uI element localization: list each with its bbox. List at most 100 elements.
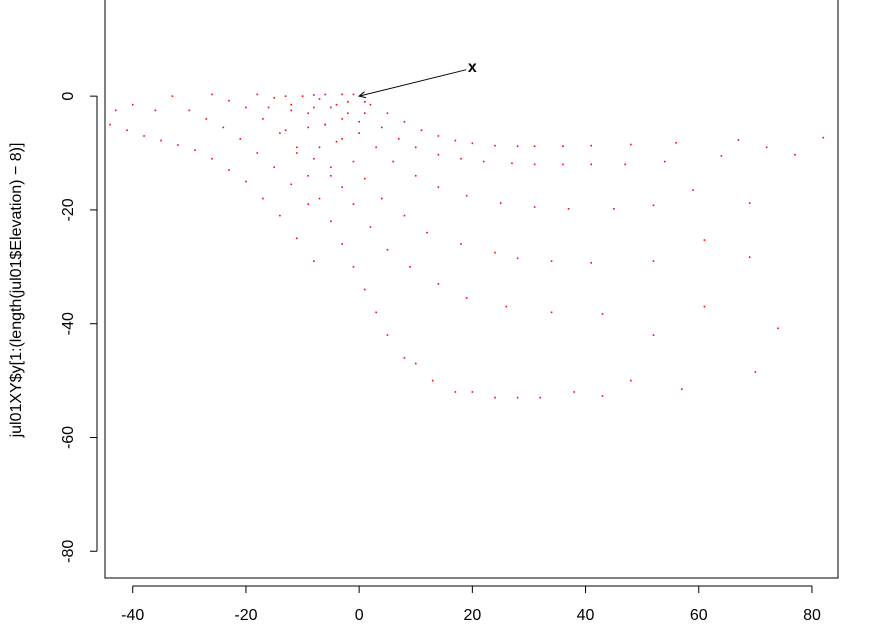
point bbox=[403, 357, 406, 359]
point bbox=[318, 98, 321, 100]
point bbox=[335, 140, 338, 143]
point bbox=[624, 163, 626, 166]
annotation-arrow bbox=[359, 69, 467, 97]
x-tick-label: 60 bbox=[690, 607, 708, 624]
point bbox=[335, 103, 338, 106]
point bbox=[347, 101, 349, 103]
point bbox=[663, 160, 666, 163]
point bbox=[414, 174, 417, 177]
point bbox=[765, 146, 768, 149]
point bbox=[318, 146, 321, 149]
point bbox=[403, 214, 406, 217]
point bbox=[482, 160, 485, 163]
point bbox=[460, 157, 462, 160]
point bbox=[471, 391, 474, 393]
point bbox=[431, 379, 434, 382]
point bbox=[352, 266, 355, 268]
point bbox=[680, 388, 683, 390]
point bbox=[284, 129, 287, 132]
point bbox=[313, 94, 315, 96]
x-tick-label: 80 bbox=[803, 607, 821, 624]
point bbox=[222, 126, 225, 129]
point bbox=[341, 93, 343, 96]
point bbox=[590, 163, 593, 166]
plot-frame bbox=[104, 0, 839, 579]
point bbox=[794, 153, 796, 156]
point bbox=[211, 93, 213, 96]
point bbox=[652, 204, 655, 207]
point bbox=[171, 95, 174, 97]
point bbox=[290, 183, 293, 186]
point bbox=[397, 138, 400, 140]
point bbox=[126, 129, 128, 132]
point bbox=[748, 202, 751, 204]
point bbox=[330, 166, 332, 169]
point bbox=[737, 139, 740, 141]
point bbox=[465, 297, 468, 299]
point bbox=[460, 243, 462, 245]
point bbox=[358, 132, 360, 134]
point bbox=[601, 313, 604, 315]
point bbox=[369, 226, 372, 228]
point bbox=[364, 288, 366, 291]
point bbox=[409, 266, 411, 268]
point bbox=[341, 186, 343, 188]
point bbox=[494, 144, 496, 147]
point bbox=[386, 248, 389, 251]
point bbox=[228, 99, 230, 102]
point bbox=[533, 145, 536, 148]
point bbox=[188, 109, 191, 112]
point bbox=[590, 262, 593, 264]
point bbox=[273, 166, 276, 169]
point bbox=[437, 283, 440, 285]
point bbox=[143, 135, 145, 137]
x-tick-label: -20 bbox=[234, 607, 257, 624]
point bbox=[539, 396, 542, 399]
y-tick-label: -60 bbox=[60, 426, 77, 449]
point bbox=[703, 305, 706, 308]
x-tick-label: 0 bbox=[355, 607, 364, 624]
point bbox=[313, 106, 315, 109]
point bbox=[290, 109, 293, 112]
point bbox=[562, 145, 564, 148]
point bbox=[307, 203, 310, 206]
point bbox=[245, 106, 247, 109]
point bbox=[403, 120, 406, 123]
point bbox=[675, 141, 677, 144]
point bbox=[567, 207, 570, 210]
point bbox=[630, 143, 632, 146]
point bbox=[307, 174, 310, 177]
x-tick-label: 20 bbox=[463, 607, 481, 624]
point bbox=[375, 146, 377, 149]
point bbox=[341, 118, 343, 120]
point bbox=[352, 203, 355, 206]
point bbox=[414, 146, 417, 149]
point bbox=[267, 106, 270, 109]
point bbox=[330, 174, 332, 177]
point bbox=[307, 126, 310, 129]
point bbox=[380, 197, 383, 200]
y-tick-label: -80 bbox=[60, 540, 77, 563]
point bbox=[437, 135, 440, 137]
point bbox=[375, 311, 377, 314]
point bbox=[352, 160, 355, 163]
point bbox=[284, 95, 287, 97]
point bbox=[256, 93, 259, 96]
point bbox=[573, 391, 576, 393]
point bbox=[516, 257, 519, 260]
point bbox=[516, 145, 519, 148]
point bbox=[273, 97, 276, 99]
point bbox=[256, 152, 259, 154]
point bbox=[386, 334, 389, 336]
point bbox=[369, 103, 372, 106]
point bbox=[160, 139, 162, 142]
point bbox=[131, 103, 134, 106]
point bbox=[471, 142, 474, 145]
point bbox=[313, 157, 315, 160]
point bbox=[114, 109, 117, 112]
point bbox=[692, 189, 694, 191]
point bbox=[754, 371, 757, 373]
point bbox=[494, 396, 496, 399]
point bbox=[550, 311, 553, 314]
